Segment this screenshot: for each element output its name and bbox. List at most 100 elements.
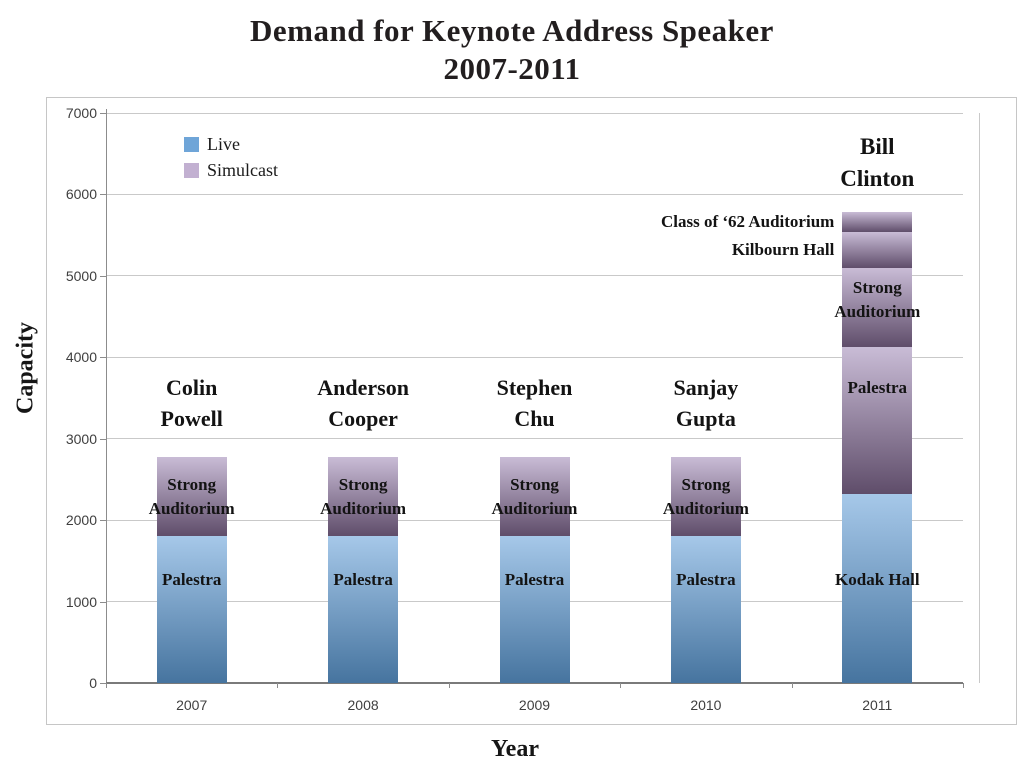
speaker-label-line: Anderson [317,375,409,400]
chart-title-line2: 2007-2011 [443,51,581,86]
segment-label-line: Palestra [333,570,393,589]
bar-segment-palestra [842,347,913,494]
segment-label-line: Strong [681,474,731,494]
y-axis-tick [100,357,106,359]
bar-segment-strong-auditorium [328,457,399,537]
speaker-label-line: Colin [166,375,218,400]
legend-label-simulcast: Simulcast [207,160,278,180]
y-axis-tick [100,601,106,603]
x-tick-label: 2009 [518,697,551,713]
live-swatch-icon [184,136,199,152]
x-tick-label: 2008 [347,697,379,713]
legend-item-live: Live [184,131,278,157]
speaker-label-line: Cooper [328,406,398,431]
callout-label: Kilbourn Hall [731,239,835,259]
y-axis-tick [100,194,106,196]
legend-item-simulcast: Simulcast [184,157,278,183]
y-tick-label: 5000 [65,267,97,284]
segment-label-line: Palestra [504,570,565,589]
y-tick-label: 3000 [65,430,97,447]
gridline [106,275,963,277]
speaker-label-line: Powell [160,406,223,431]
y-tick-label: 2000 [65,512,97,529]
y-tick-label: 4000 [65,349,97,366]
bar-segment-strong-auditorium [156,457,227,537]
x-axis-tick [963,683,964,688]
bar-segment-palestra [670,536,741,683]
y-tick-label: 1000 [65,593,97,610]
speaker-label-line: Sanjay [673,375,739,400]
x-axis-tick [448,683,450,688]
gridline [106,438,963,440]
segment-label: Palestra [445,568,625,592]
x-axis-tick [106,683,107,688]
legend: Live Simulcast [184,131,278,183]
x-axis-tick [791,683,793,688]
x-tick-label: 2007 [176,697,208,713]
simulcast-swatch-icon [184,162,199,178]
speaker-label-stephen-chu: Stephen Chu [435,372,635,434]
bar-segment-palestra [156,536,227,683]
bar-segment-class-of-62-auditorium [842,211,913,232]
y-axis-tick [100,438,106,440]
y-tick-label: 6000 [65,186,97,203]
bar-segment-kodak-hall [842,493,913,683]
y-axis-tick [100,520,106,522]
x-axis-tick [277,683,279,688]
segment-label: Palestra [787,376,967,400]
y-tick-label: 0 [89,675,97,691]
speaker-label-line: Bill [860,134,895,159]
bar-segment-strong-auditorium [499,457,570,537]
gridline [106,356,963,358]
segment-label-line: Strong [167,474,217,494]
gridline [106,112,963,114]
segment-label: Strong Auditorium [445,473,625,521]
segment-label-line: Palestra [676,570,736,589]
bar-segment-palestra [328,536,399,683]
segment-label-line: Kodak Hall [835,570,920,589]
segment-label: Kodak Hall [787,568,967,592]
callout-label: Class of ‘62 Auditorium [660,211,835,231]
segment-label-line: Auditorium [834,302,921,321]
gridline [106,193,963,195]
bar-segment-strong-auditorium [670,457,741,537]
segment-label-line: Strong [510,474,559,494]
bar-segment-kilbourn-hall [842,231,913,269]
y-axis-line [106,109,107,688]
y-axis-tick [100,113,106,114]
segment-label: Strong Auditorium [273,473,453,521]
speaker-label-line: Gupta [675,406,736,431]
speaker-label-colin-powell: Colin Powell [92,372,292,434]
speaker-label-line: Chu [514,406,555,431]
y-axis-tick [100,275,106,277]
speaker-label-bill-clinton: Bill Clinton [777,131,977,195]
y-tick-label: 7000 [65,105,97,121]
chart-title: Demand for Keynote Address Speaker 2007-… [0,12,1024,88]
segment-label-line: Auditorium [491,498,578,518]
segment-label: Palestra [102,568,282,592]
x-tick-label: 2011 [862,697,893,713]
speaker-label-line: Stephen [496,375,573,400]
legend-label-live: Live [207,134,240,154]
segment-label: Strong Auditorium [787,276,967,324]
bar-segment-palestra [499,536,570,683]
x-axis-line [106,682,963,684]
x-tick-label: 2010 [690,697,722,713]
segment-label: Strong Auditorium [102,473,282,521]
bar-segment-strong-auditorium [842,268,913,348]
y-axis-title: Capacity [12,322,39,414]
speaker-label-sanjay-gupta: Sanjay Gupta [606,372,806,434]
segment-label-line: Strong [852,278,902,297]
speaker-label-anderson-cooper: Anderson Cooper [263,372,463,434]
x-axis-tick [620,683,622,688]
segment-label: Palestra [273,568,453,592]
plot-right-border [979,113,980,683]
segment-label: Palestra [616,568,796,592]
x-axis-title: Year [491,736,539,762]
segment-label-line: Auditorium [148,498,235,518]
segment-label-line: Auditorium [320,498,407,518]
speaker-label-line: Clinton [840,166,915,191]
segment-label-line: Palestra [847,378,908,397]
